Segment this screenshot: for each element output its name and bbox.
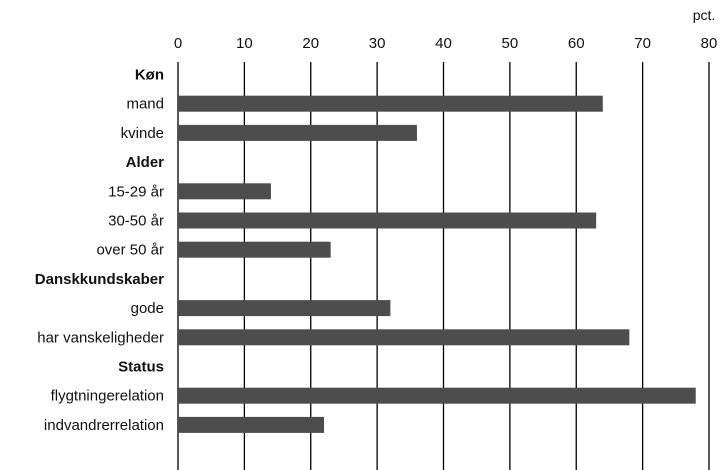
x-tick-label: 20 — [302, 35, 319, 52]
bar — [178, 124, 417, 141]
group-label: Danskkundskaber — [35, 271, 164, 288]
x-tick-label: 70 — [634, 35, 651, 52]
category-label: kvinde — [121, 125, 164, 142]
unit-label: pct. — [693, 7, 716, 23]
bar — [178, 212, 597, 229]
category-label: mand — [126, 96, 164, 113]
bar — [178, 241, 331, 258]
x-tick-label: 60 — [568, 35, 585, 52]
group-label: Alder — [126, 154, 165, 171]
x-tick-label: 0 — [174, 35, 182, 52]
bar — [178, 416, 325, 433]
bar — [178, 387, 696, 404]
group-label: Status — [118, 359, 164, 376]
bar — [178, 300, 391, 317]
category-label: har vanskeligheder — [37, 329, 164, 346]
x-tick-label: 30 — [369, 35, 386, 52]
bar — [178, 95, 603, 112]
x-tick-label: 80 — [701, 35, 718, 52]
x-tick-labels: 0 10 20 30 40 50 60 70 80 — [174, 35, 718, 52]
gridlines — [177, 62, 710, 470]
category-labels: Køn mand kvinde Alder 15-29 år 30-50 år over 5… — [35, 67, 164, 434]
category-label: over 50 år — [96, 242, 164, 259]
category-label: indvandrerrelation — [44, 417, 164, 434]
bar — [178, 183, 271, 200]
category-label: gode — [131, 300, 164, 317]
bar — [178, 329, 630, 346]
category-label: flygtningerelation — [51, 388, 164, 405]
x-tick-label: 40 — [435, 35, 452, 52]
x-tick-label: 10 — [236, 35, 253, 52]
category-label: 30-50 år — [108, 213, 164, 230]
category-label: 15-29 år — [108, 183, 164, 200]
x-tick-label: 50 — [502, 35, 519, 52]
group-label: Køn — [135, 67, 164, 84]
bars — [178, 95, 696, 433]
